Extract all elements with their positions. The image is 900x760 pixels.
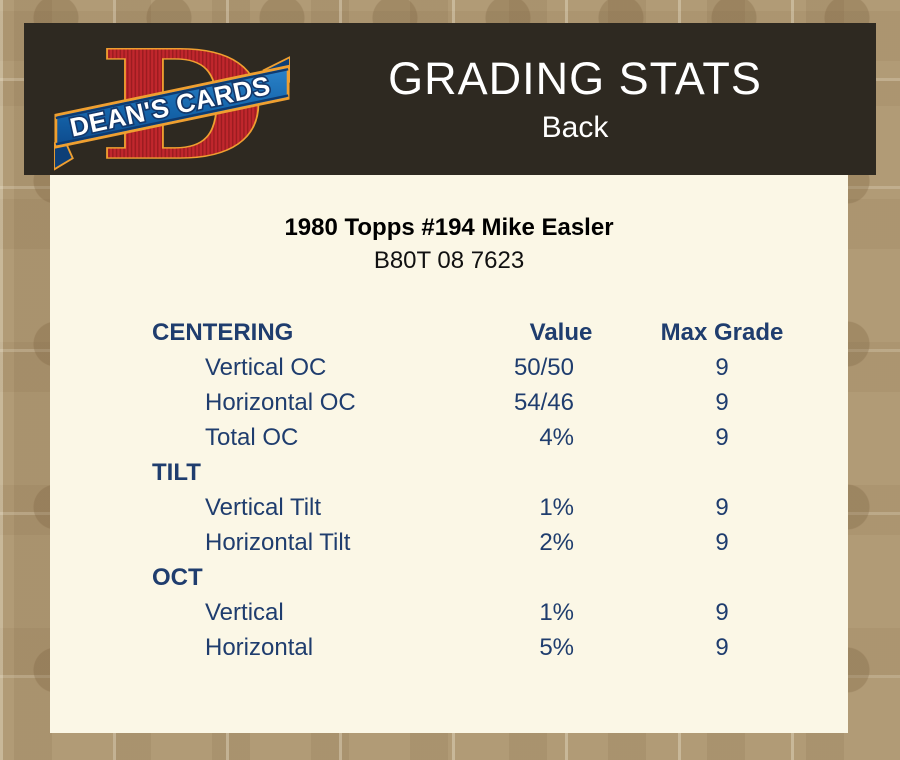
stat-label: Horizontal OC xyxy=(205,389,356,416)
stat-value xyxy=(498,455,624,490)
stat-max-grade xyxy=(624,560,820,595)
page-subtitle-back: Back xyxy=(541,111,609,144)
stat-label: Total OC xyxy=(205,424,299,451)
stat-value xyxy=(498,560,624,595)
stat-max-grade xyxy=(624,455,820,490)
grading-stats-table: CENTERING Value Max Grade Vertical OC 50… xyxy=(152,315,848,665)
section-header-tilt: TILT xyxy=(152,459,201,486)
ribbon-banner-icon xyxy=(54,64,290,149)
stat-value: 1% xyxy=(539,494,574,521)
card-title: 1980 Topps #194 Mike Easler xyxy=(284,214,614,241)
stat-label: Vertical Tilt xyxy=(205,494,322,521)
column-header-centering: CENTERING xyxy=(152,319,294,346)
stat-label: Vertical xyxy=(205,599,284,626)
stat-value: 54/46 xyxy=(513,389,574,416)
stat-max-grade: 9 xyxy=(715,599,729,626)
column-header-max-grade: Max Grade xyxy=(660,319,784,346)
stat-value: 5% xyxy=(539,634,574,661)
header-titles: GRADING STATS Back xyxy=(284,51,866,149)
stat-max-grade: 9 xyxy=(715,494,729,521)
stat-value: 4% xyxy=(539,424,574,451)
stat-max-grade: 9 xyxy=(715,424,729,451)
stat-max-grade: 9 xyxy=(715,634,729,661)
stats-panel: 1980 Topps #194 Mike Easler B80T 08 7623… xyxy=(50,175,848,733)
deans-cards-logo[interactable]: D DEAN'S CARDS xyxy=(54,35,290,171)
stat-max-grade: 9 xyxy=(715,529,729,556)
stat-label: Horizontal Tilt xyxy=(205,529,351,556)
deans-cards-logo-graphic: D DEAN'S CARDS xyxy=(54,35,290,171)
section-header-oct: OCT xyxy=(152,564,203,591)
stat-label: Horizontal xyxy=(205,634,314,661)
stat-label: Vertical OC xyxy=(205,354,327,381)
stat-max-grade: 9 xyxy=(715,389,729,416)
card-id: B80T 08 7623 xyxy=(373,247,525,274)
ribbon-bottom-edge xyxy=(55,94,289,146)
ribbon-top-edge xyxy=(55,68,289,120)
stat-value: 50/50 xyxy=(513,354,574,381)
stat-value: 2% xyxy=(539,529,574,556)
stat-max-grade: 9 xyxy=(715,354,729,381)
page-title: GRADING STATS xyxy=(388,53,762,104)
column-header-value: Value xyxy=(529,319,593,346)
header-banner: D DEAN'S CARDS GRADING STATS Back xyxy=(24,23,876,175)
stat-value: 1% xyxy=(539,599,574,626)
